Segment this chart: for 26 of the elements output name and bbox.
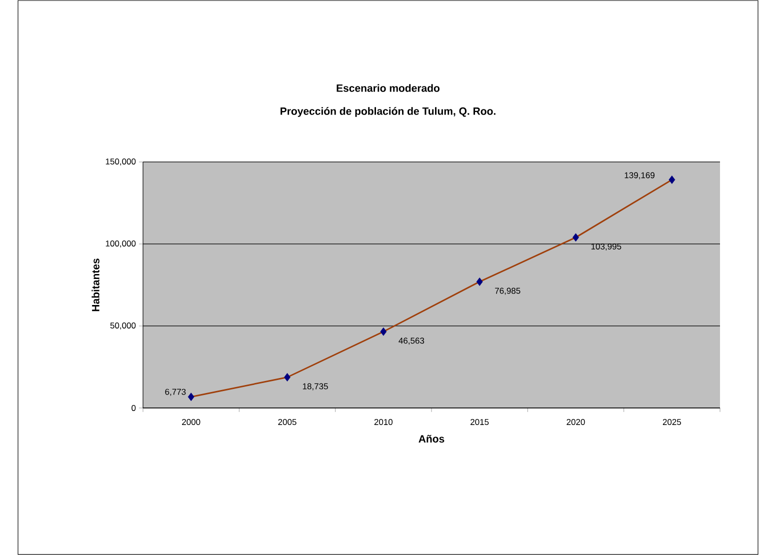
chart-title: Escenario moderado [336, 84, 440, 92]
y-tick-label: 150,000 [106, 158, 136, 166]
point [572, 233, 579, 242]
point [284, 373, 290, 382]
data-label: 139,169 [624, 172, 654, 180]
data-label: 46,563 [398, 338, 424, 345]
point [668, 176, 676, 184]
x-tick-label: 2025 [662, 419, 682, 426]
x-tick-label: 2010 [374, 419, 393, 426]
data-label: 6,773 [165, 388, 186, 396]
data-label: 103,995 [591, 243, 622, 250]
x-tick-label: 2000 [182, 419, 200, 426]
y-axis-title: Habitantes [92, 258, 100, 312]
y-tick-label: 0 [132, 404, 136, 411]
point [380, 327, 387, 336]
x-axis-title: Años [418, 434, 444, 443]
y-tick-label: 100,000 [106, 240, 136, 248]
x-tick-label: 2015 [470, 419, 489, 426]
data-label: 18,735 [302, 383, 328, 390]
x-tick-label: 2005 [278, 419, 296, 426]
y-tick-label: 50,000 [110, 322, 136, 330]
chart-subtitle: Proyección de población de Tulum, Q. Roo. [280, 107, 496, 117]
x-tick-label: 2020 [566, 419, 585, 426]
data-label: 76,985 [495, 288, 520, 295]
point [476, 278, 483, 286]
point [188, 392, 194, 402]
